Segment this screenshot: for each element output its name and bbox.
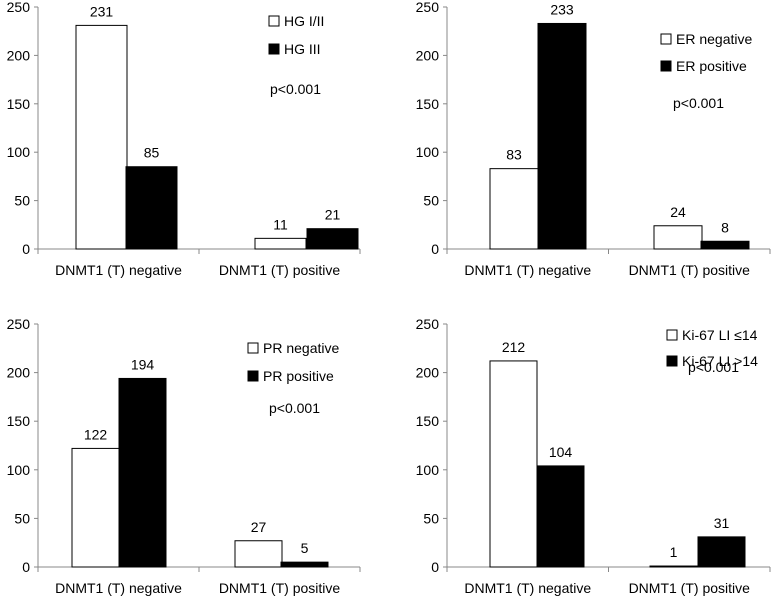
bar-open [489, 360, 538, 568]
legend-label: HG I/II [284, 13, 324, 29]
p-value-annotation: p<0.001 [673, 95, 724, 111]
bar-open [489, 168, 539, 250]
bar-filled [697, 536, 746, 568]
bar-value-label: 233 [550, 1, 574, 17]
y-tick-label: 0 [431, 559, 439, 575]
bar-value-label: 212 [502, 339, 526, 355]
legend-swatch [268, 43, 280, 55]
y-tick-label: 250 [416, 0, 440, 15]
legend-label: ER negative [676, 31, 752, 47]
y-tick-label: 100 [7, 462, 31, 478]
chart-panel-2: 0 50 100 150 200 250 DNMT1 (T) negative DNMT1 (… [416, 0, 771, 278]
p-value-annotation: p<0.001 [270, 81, 321, 97]
y-tick-label: 100 [7, 144, 31, 160]
x-category-label: DNMT1 (T) positive [219, 262, 341, 278]
y-tick-label: 200 [416, 47, 440, 63]
bar-open [75, 24, 128, 250]
y-tick-label: 150 [7, 96, 31, 112]
legend-label: PR positive [263, 368, 334, 384]
bar-value-label: 5 [301, 540, 309, 556]
y-tick-label: 250 [7, 0, 31, 15]
bar-value-label: 104 [549, 444, 573, 460]
y-tick-label: 50 [14, 510, 30, 526]
legend-label: ER positive [676, 58, 747, 74]
y-tick-label: 250 [7, 316, 31, 332]
bar-filled [306, 228, 359, 250]
legend-swatch [666, 355, 678, 367]
x-category-label: DNMT1 (T) positive [629, 580, 751, 596]
legend-label: HG III [284, 41, 321, 57]
y-tick-label: 150 [416, 96, 440, 112]
y-tick-label: 50 [14, 193, 30, 209]
legend-swatch [666, 329, 678, 341]
x-category-label: DNMT1 (T) negative [55, 262, 182, 278]
bar-value-label: 194 [131, 356, 155, 372]
legend-label: Ki-67 LI >14 [682, 353, 758, 369]
bar-open [71, 447, 120, 568]
y-tick-label: 100 [416, 144, 440, 160]
bar-value-label: 27 [251, 519, 267, 535]
legend-swatch [268, 15, 280, 27]
bar-open [653, 225, 703, 250]
y-tick-label: 150 [7, 413, 31, 429]
y-tick-label: 200 [7, 365, 31, 381]
bar-filled [537, 22, 587, 250]
x-category-label: DNMT1 (T) negative [464, 580, 591, 596]
bar-value-label: 1 [670, 544, 678, 560]
legend-swatch [247, 370, 259, 382]
chart-panel-1: 0 50 100 150 200 250 DNMT1 (T) negative DNMT1 (… [7, 0, 361, 278]
legend-label: Ki-67 LI ≤14 [682, 327, 758, 343]
bar-open [234, 540, 283, 568]
legend-swatch [247, 342, 259, 354]
bar-filled [536, 465, 585, 568]
x-category-label: DNMT1 (T) positive [219, 580, 341, 596]
bar-filled [125, 166, 178, 250]
bar-filled [700, 240, 750, 250]
y-tick-label: 150 [416, 413, 440, 429]
y-tick-label: 0 [431, 241, 439, 257]
bar-value-label: 8 [721, 219, 729, 235]
bar-filled [280, 561, 329, 568]
bar-value-label: 122 [84, 426, 108, 442]
p-value-annotation: p<0.001 [269, 400, 320, 416]
y-tick-label: 50 [423, 193, 439, 209]
bar-open [254, 237, 307, 250]
chart-panel-4: 0 50 100 150 200 250 DNMT1 (T) negative DNMT1 (… [416, 316, 771, 596]
x-category-label: DNMT1 (T) negative [464, 262, 591, 278]
y-tick-label: 0 [22, 559, 30, 575]
y-tick-label: 250 [416, 316, 440, 332]
y-tick-label: 0 [22, 241, 30, 257]
bar-value-label: 11 [273, 216, 288, 232]
y-tick-label: 50 [423, 510, 439, 526]
y-tick-label: 200 [7, 47, 31, 63]
bar-filled [118, 377, 167, 568]
bar-value-label: 21 [325, 207, 341, 223]
bar-open [649, 565, 698, 568]
legend-swatch [660, 33, 672, 45]
x-category-label: DNMT1 (T) negative [55, 580, 182, 596]
chart-panel-3: 0 50 100 150 200 250 DNMT1 (T) negative DNMT1 (… [7, 316, 361, 596]
bar-value-label: 83 [506, 147, 522, 163]
bar-value-label: 24 [670, 204, 686, 220]
y-tick-label: 100 [416, 462, 440, 478]
x-category-label: DNMT1 (T) positive [629, 262, 751, 278]
p-value-annotation: p<0.001 [688, 359, 739, 375]
bar-value-label: 231 [90, 3, 114, 19]
legend-label: PR negative [263, 340, 339, 356]
legend-swatch [660, 60, 672, 72]
bar-value-label: 85 [144, 145, 160, 161]
bar-value-label: 31 [714, 515, 730, 531]
y-tick-label: 200 [416, 365, 440, 381]
